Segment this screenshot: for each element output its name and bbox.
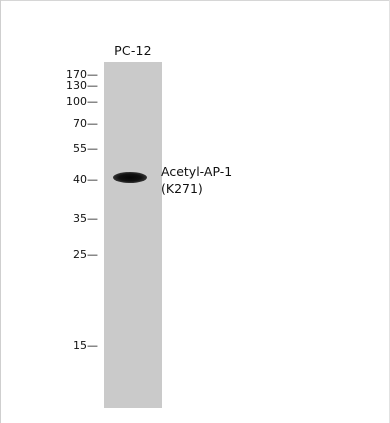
protein-label: Acetyl-AP-1 (K271) (161, 163, 232, 197)
marker-35: 35— (73, 212, 98, 225)
marker-40: 40— (73, 173, 98, 186)
lane-label: PC-12 (114, 43, 152, 58)
marker-70: 70— (73, 117, 98, 130)
marker-100: 100— (66, 95, 98, 108)
protein-name: Acetyl-AP-1 (161, 164, 233, 179)
frame-top-border (0, 0, 390, 1)
marker-55: 55— (73, 142, 98, 155)
marker-15: 15— (73, 339, 98, 352)
blot-lane (104, 62, 162, 408)
protein-band (113, 172, 147, 183)
marker-170: 170— (66, 68, 98, 81)
marker-130: 130— (66, 79, 98, 92)
marker-25: 25— (73, 248, 98, 261)
protein-site: (K271) (161, 181, 203, 196)
frame-left-border (0, 0, 1, 423)
